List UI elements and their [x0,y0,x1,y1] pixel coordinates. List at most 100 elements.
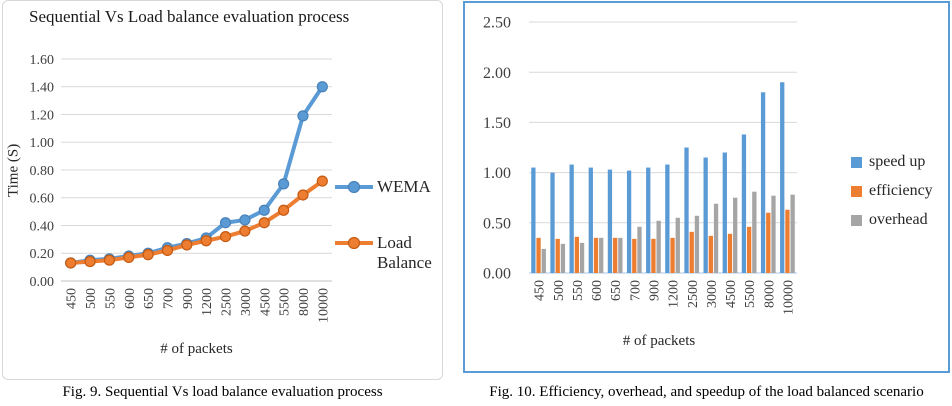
overhead-bar [599,237,604,273]
legend-swatch-icon [851,157,862,168]
x-tick-label: 2500 [220,288,235,316]
overhead-bar [560,243,566,273]
x-tick-label: 5500 [278,288,293,316]
load-balance-marker [278,204,290,216]
legend-label: efficiency [869,182,933,199]
legend-label: speed up [869,153,926,170]
legend-item-load-balance: Load Balance [335,233,443,273]
legend-label: overhead [869,211,928,228]
legend-item-wema: WEMA [335,177,443,197]
wema-line [68,84,325,265]
legend-item-efficiency: efficiency [851,181,951,201]
fig9-caption: Fig. 9. Sequential Vs load balance evalu… [62,384,383,400]
x-tick-label: 500 [552,280,567,301]
overhead-bar [656,220,661,273]
wema-marker [297,110,309,122]
x-tick-label: 3000 [705,280,720,308]
speed-up-bar [741,134,747,273]
overhead-bar [675,217,680,273]
x-tick-label: 450 [533,280,548,301]
wema-marker [239,214,251,226]
y-tick-label: 1.00 [483,165,511,182]
y-tick-label: 0.00 [30,275,55,290]
speed-up-bar [703,157,708,273]
y-tick-label: 1.50 [483,115,511,132]
overhead-bar [579,242,585,273]
wema-marker [316,81,328,93]
fig10-caption: Fig. 10. Efficiency, overhead, and speed… [489,384,924,400]
legend-label: WEMA [377,177,431,196]
load-balance-marker [219,231,232,243]
fig9-chart-title: Sequential Vs Load balance evaluation pr… [29,7,350,26]
fig9-plot-area: 0.00 0.20 0.40 0.60 0.80 1.00 1.20 1.40 1.60 450 5… [30,53,332,323]
x-tick-label: 550 [571,280,586,301]
efficiency-bar [651,238,656,273]
load-balance-marker [200,235,212,247]
fig10-x-axis-title: # of packets [622,333,696,349]
y-tick-label: 1.40 [30,81,55,96]
overhead-bar [771,195,776,273]
y-tick-label: 1.00 [30,136,55,151]
x-tick-label: 500 [84,288,99,309]
x-tick-label: 650 [609,280,624,301]
overhead-bar [541,248,546,273]
fig9-x-axis-title: # of packets [160,341,233,357]
speed-up-bar [780,82,785,274]
y-tick-label: 0.50 [483,215,511,232]
x-tick-label: 10000 [316,288,331,323]
speed-up-bar [569,164,574,273]
x-tick-label: 3000 [239,288,254,316]
x-tick-label: 8000 [762,280,777,308]
efficiency-bar [593,237,599,273]
speed-up-bar [626,170,632,273]
wema-marker [258,204,270,216]
load-balance-marker [297,189,309,201]
x-tick-label: 600 [590,280,605,301]
load-balance-marker [258,217,270,229]
load-balance-marker [65,257,77,269]
fig9-legend: WEMA Load Balance [335,177,443,309]
load-balance-marker [181,239,193,251]
x-tick-label: 700 [628,280,643,301]
x-tick-label: 10000 [781,280,796,315]
y-tick-label: 1.20 [30,108,55,123]
x-tick-label: 550 [103,288,118,309]
overhead-bar [790,194,795,273]
speed-up-bar [588,167,593,273]
efficiency-bar [746,226,752,273]
y-tick-label: 0.60 [30,192,55,207]
speed-up-bar [665,164,670,273]
load-balance-marker [161,244,174,257]
efficiency-bar [689,231,694,273]
y-tick-label: 0.00 [483,266,511,283]
legend-item-overhead: overhead [851,210,951,230]
fig10-panel: 0.00 0.50 1.00 1.50 2.00 2.50 450 500 550 600 650 7… [463,1,950,373]
efficiency-bar [670,237,675,273]
efficiency-bar [766,212,771,273]
x-tick-label: 700 [162,288,177,309]
y-tick-label: 2.00 [483,65,511,82]
legend-swatch-icon [851,186,862,197]
legend-item-speed-up: speed up [851,152,951,172]
speed-up-bar [646,167,651,273]
x-tick-label: 4500 [258,288,273,316]
fig9-panel: Sequential Vs Load balance evaluation pr… [2,0,443,380]
speed-up-bar [531,167,536,273]
overhead-bar [733,197,738,273]
load-balance-marker [142,249,154,261]
legend-line-marker-icon [335,237,373,249]
x-tick-label: 8000 [297,288,312,316]
x-tick-label: 4500 [724,280,739,308]
y-tick-label: 2.50 [483,15,511,32]
wema-marker [219,217,232,229]
efficiency-bar [727,233,733,273]
x-tick-label: 5500 [743,280,758,308]
x-tick-label: 2500 [686,280,701,308]
load-balance-marker [239,225,251,237]
x-tick-label: 900 [647,280,662,301]
speed-up-bar [684,147,689,273]
y-tick-label: 0.80 [30,164,55,179]
load-balance-marker [84,255,96,268]
overhead-bar [713,203,719,273]
